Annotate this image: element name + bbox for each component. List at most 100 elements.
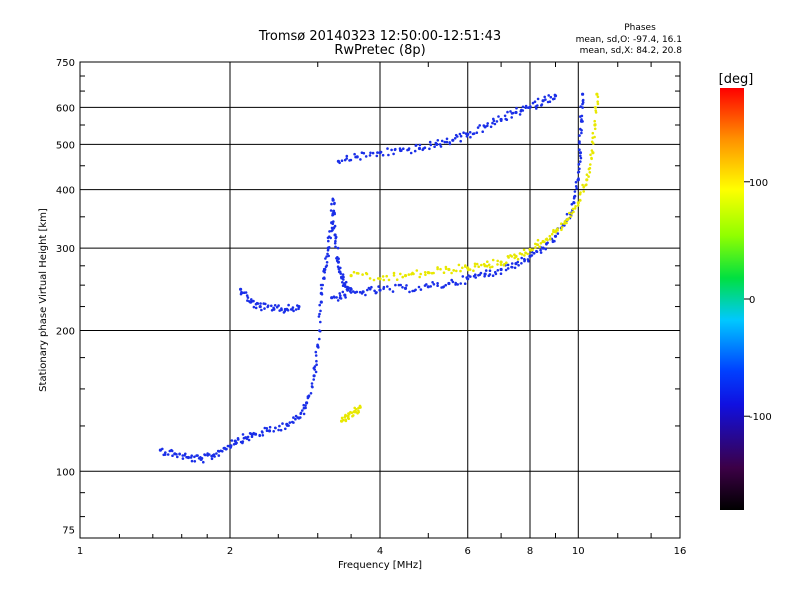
data-point: [286, 309, 290, 312]
data-point: [464, 264, 467, 267]
data-point: [439, 267, 442, 271]
data-point: [445, 140, 449, 144]
data-point: [181, 454, 184, 457]
data-point: [587, 175, 590, 178]
data-point: [475, 262, 479, 266]
data-point: [241, 433, 245, 436]
data-point: [258, 305, 262, 309]
data-point: [576, 171, 580, 174]
x-tick-label: 10: [572, 546, 585, 557]
data-point: [267, 429, 272, 433]
data-point: [196, 454, 199, 457]
data-point: [455, 269, 458, 273]
data-point: [312, 374, 316, 378]
data-point: [574, 185, 578, 188]
data-point: [291, 306, 295, 309]
data-point: [581, 102, 584, 106]
data-point: [401, 286, 404, 289]
data-point: [258, 434, 262, 438]
data-point: [345, 154, 349, 158]
data-point: [536, 243, 540, 246]
data-point: [579, 156, 583, 160]
data-point: [579, 160, 582, 163]
colorbar-tick-labels: 100 0 -100: [744, 178, 772, 423]
data-point: [506, 263, 510, 267]
data-point: [203, 453, 207, 457]
trace-series: [336, 93, 558, 165]
data-point: [314, 370, 318, 374]
data-point: [510, 265, 514, 269]
data-point: [403, 274, 408, 278]
data-point: [344, 419, 348, 423]
data-point: [541, 99, 545, 103]
data-point: [563, 220, 567, 223]
data-point: [570, 212, 574, 215]
data-point: [530, 249, 533, 252]
data-point: [370, 285, 373, 289]
data-point: [580, 114, 584, 118]
data-point: [585, 173, 589, 176]
data-point: [352, 270, 356, 274]
data-point: [458, 132, 462, 136]
data-point: [594, 106, 597, 109]
data-point: [576, 204, 580, 207]
data-point: [255, 301, 259, 305]
data-point: [536, 238, 540, 242]
data-point: [510, 116, 513, 119]
data-point: [581, 106, 584, 109]
data-point: [523, 258, 526, 262]
data-point: [332, 295, 336, 299]
data-point: [333, 212, 337, 216]
data-point: [332, 210, 335, 214]
data-point: [473, 262, 477, 266]
data-point: [315, 359, 318, 363]
data-point: [386, 147, 389, 150]
y-tick-label: 100: [56, 467, 75, 478]
data-point: [190, 454, 193, 458]
data-point: [496, 263, 499, 266]
data-point: [166, 453, 170, 456]
data-point: [530, 254, 534, 257]
data-point: [580, 131, 583, 135]
data-point: [483, 272, 487, 276]
data-point: [328, 230, 331, 233]
data-point: [425, 283, 428, 286]
data-point: [520, 262, 523, 265]
y-tick-label: 500: [56, 140, 75, 151]
data-point: [439, 145, 443, 148]
data-point: [529, 105, 532, 108]
data-point: [560, 226, 564, 229]
data-point: [456, 135, 459, 138]
data-point: [181, 457, 185, 460]
data-point: [259, 302, 262, 305]
data-point: [514, 110, 518, 115]
data-point: [305, 401, 309, 405]
data-point: [413, 149, 417, 153]
data-point: [368, 287, 372, 291]
data-point: [366, 288, 369, 292]
data-point: [577, 177, 580, 180]
data-point: [281, 422, 284, 425]
data-point: [333, 233, 337, 237]
y-tick-labels: 75 100 200 300 400 500 600 750: [56, 58, 75, 537]
data-point: [418, 143, 422, 147]
data-point: [544, 247, 547, 251]
data-point: [520, 256, 523, 260]
data-point: [451, 138, 455, 142]
data-point: [338, 292, 342, 295]
data-point: [472, 269, 475, 273]
data-point: [462, 131, 465, 134]
data-point: [261, 431, 264, 434]
data-point: [578, 134, 581, 137]
data-point: [510, 255, 514, 258]
data-point: [459, 134, 463, 138]
data-point: [544, 98, 547, 101]
data-point: [549, 237, 552, 241]
data-point: [319, 300, 323, 304]
trace-series: [239, 287, 301, 314]
data-point: [318, 329, 322, 333]
data-point: [252, 305, 256, 309]
data-point: [327, 246, 331, 249]
y-tick-label: 400: [56, 186, 75, 197]
data-point: [394, 283, 397, 287]
